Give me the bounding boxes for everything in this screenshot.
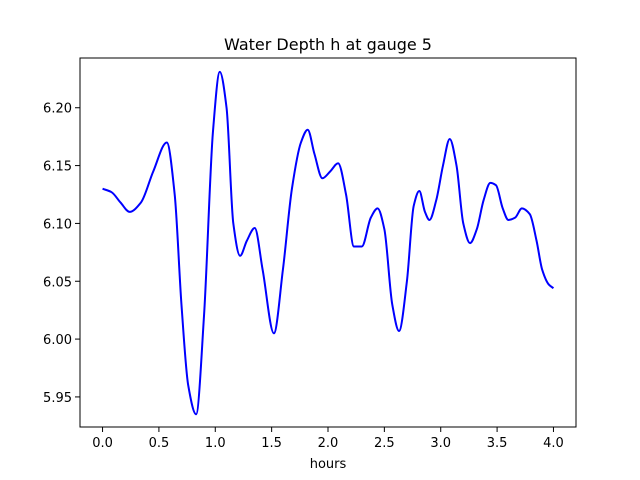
plot-frame	[79, 57, 577, 428]
x-axis-label: hours	[310, 457, 347, 472]
y-tick-label: 6.05	[43, 275, 72, 290]
plot-area: 0.0 0.5 1.0 1.5 2.0 2.5 3.0 3.5 4.0 5.95 6.00 6.05 6…	[43, 57, 577, 451]
x-tick-label: 0.0	[92, 436, 113, 451]
x-tick-label: 1.0	[205, 436, 226, 451]
chart-title: Water Depth h at gauge 5	[224, 35, 432, 54]
y-tick-label: 5.95	[43, 391, 72, 406]
y-tick-label: 6.00	[43, 333, 72, 348]
x-tick-label: 2.0	[318, 436, 339, 451]
x-tick-label: 4.0	[543, 436, 564, 451]
x-tick-label: 2.5	[374, 436, 395, 451]
y-tick-label: 6.10	[43, 217, 72, 232]
x-tick-label: 3.5	[487, 436, 508, 451]
x-tick-label: 1.5	[261, 436, 282, 451]
series-line-0	[102, 70, 555, 416]
x-tick-label: 3.0	[430, 436, 451, 451]
y-tick-label: 6.20	[43, 102, 72, 117]
x-tick-label: 0.5	[149, 436, 170, 451]
y-tick-label: 6.15	[43, 160, 72, 175]
